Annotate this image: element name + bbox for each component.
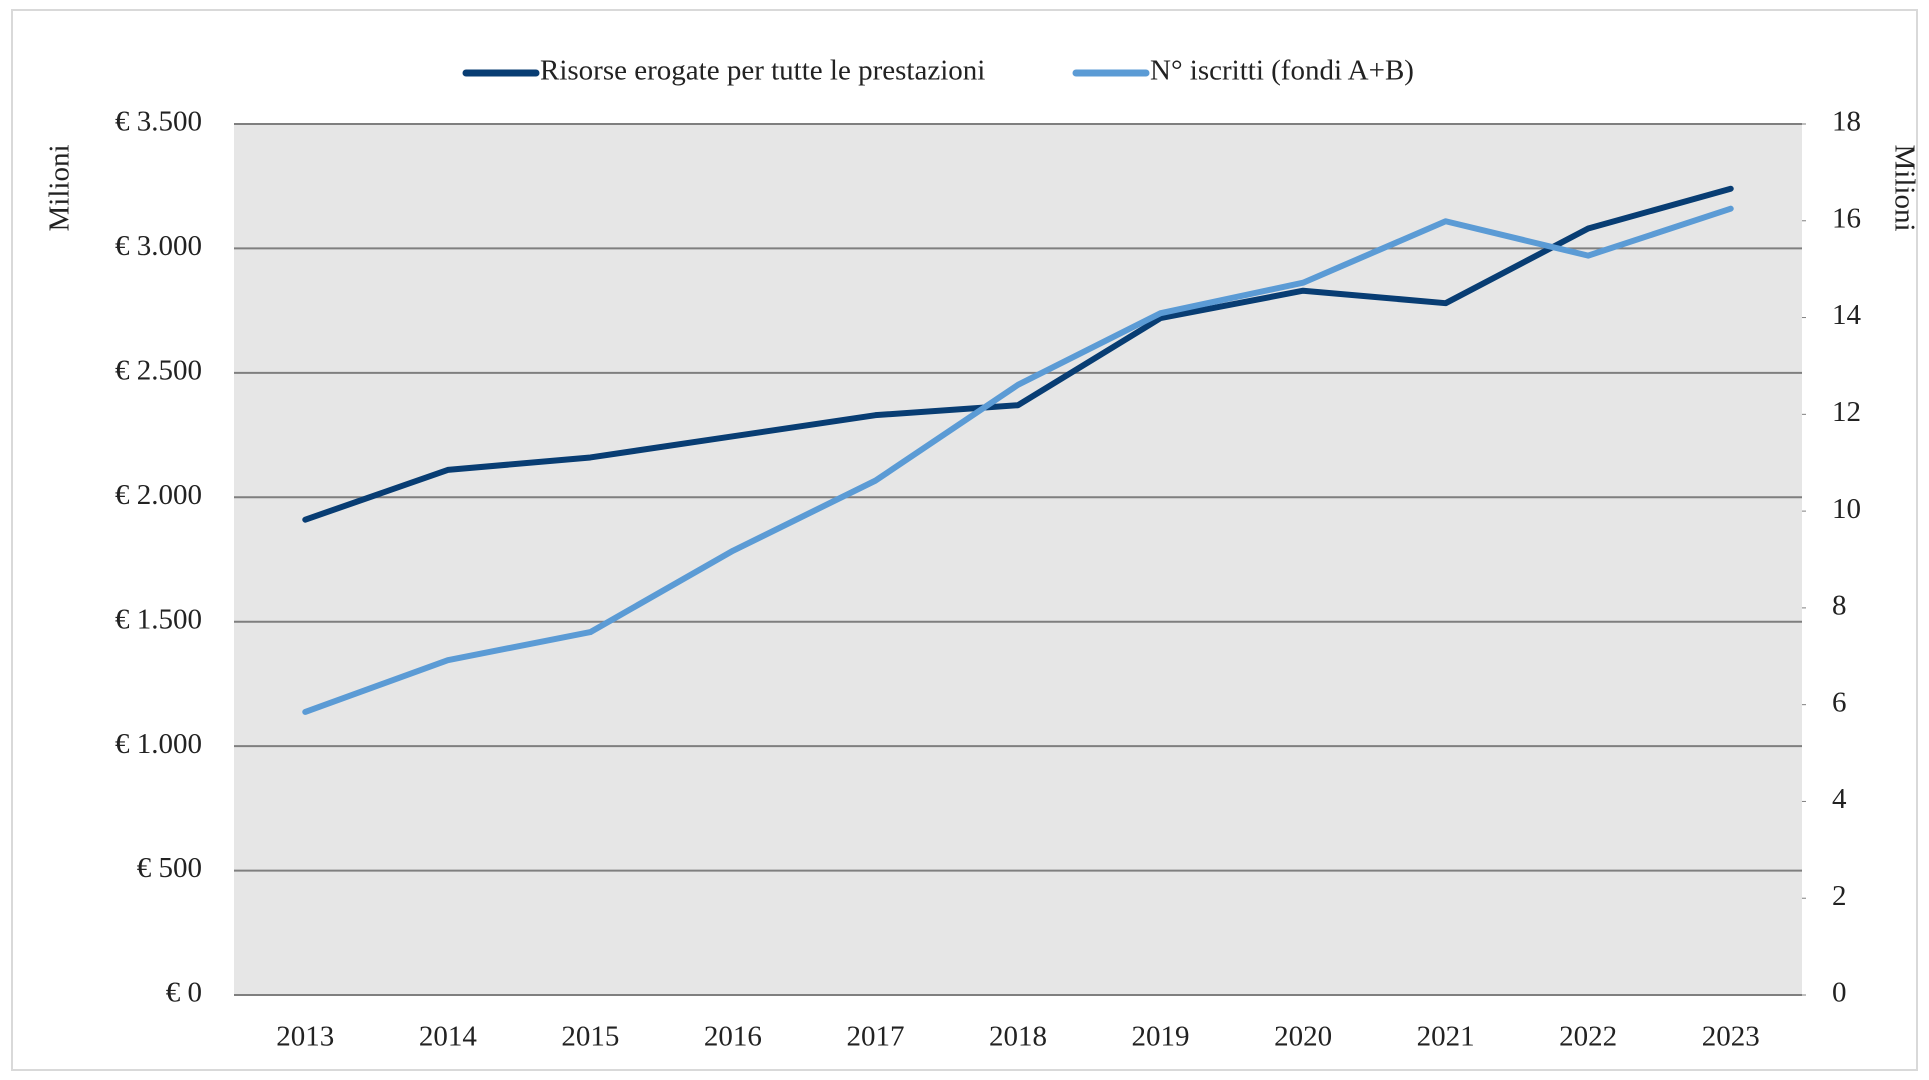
x-tick-label: 2017: [846, 1021, 904, 1053]
y-tick-label: € 2.000: [115, 479, 202, 511]
y2-tick-label: 12: [1832, 396, 1861, 428]
y2-tick-label: 14: [1832, 299, 1862, 331]
y-tick-label: € 3.500: [115, 106, 202, 138]
y2-tick-label: 18: [1832, 106, 1861, 138]
y2-tick-label: 16: [1832, 202, 1861, 234]
y-tick-label: € 3.000: [115, 230, 202, 262]
x-tick-label: 2023: [1702, 1021, 1760, 1053]
y2-tick-label: 8: [1832, 590, 1847, 622]
plot-area: [234, 124, 1802, 995]
x-tick-label: 2016: [704, 1021, 762, 1053]
x-tick-label: 2015: [561, 1021, 619, 1053]
y-tick-label: € 500: [137, 852, 202, 884]
y2-tick-label: 10: [1832, 493, 1861, 525]
y-tick-label: € 1.000: [115, 728, 202, 760]
series-line: [302, 205, 1734, 715]
y2-tick-label: 6: [1832, 686, 1847, 718]
y-axis-label: Milioni: [44, 144, 76, 231]
x-tick-label: 2014: [419, 1021, 478, 1053]
series-line: [302, 185, 1734, 523]
y2-tick-label: 0: [1832, 977, 1847, 1009]
y-tick-label: € 0: [166, 977, 202, 1009]
y-tick-label: € 2.500: [115, 355, 202, 387]
y2-tick-label: 4: [1832, 783, 1847, 815]
x-tick-label: 2013: [276, 1021, 334, 1053]
x-tick-label: 2020: [1274, 1021, 1332, 1053]
y-tick-label: € 1.500: [115, 603, 202, 635]
x-tick-label: 2021: [1417, 1021, 1475, 1053]
legend-label: Risorse erogate per tutte le prestazioni: [540, 55, 985, 87]
y2-axis-label: Milioni: [1888, 144, 1920, 231]
x-tick-label: 2019: [1132, 1021, 1190, 1053]
y2-tick-label: 2: [1832, 880, 1847, 912]
legend-label: N° iscritti (fondi A+B): [1150, 55, 1414, 87]
x-tick-label: 2018: [989, 1021, 1047, 1053]
x-tick-label: 2022: [1559, 1021, 1617, 1053]
